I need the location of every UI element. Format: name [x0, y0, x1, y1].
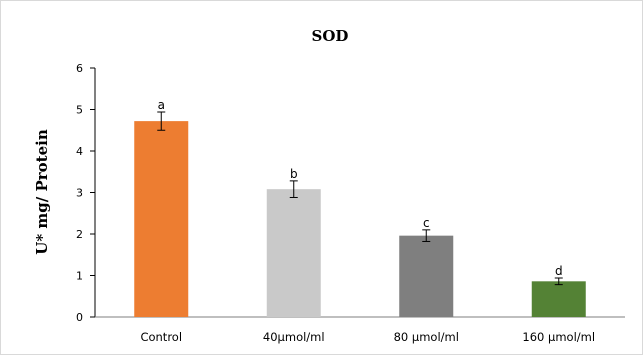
data-label: c: [423, 216, 430, 230]
x-tick-label: Control: [140, 330, 182, 344]
x-tick-label: 160 µmol/ml: [522, 330, 595, 344]
data-label: d: [555, 264, 563, 278]
y-tick-label: 3: [76, 187, 83, 200]
y-tick-label: 4: [76, 145, 83, 158]
data-label: a: [158, 98, 165, 112]
y-axis-label: U* mg/ Protein: [33, 129, 51, 255]
data-label: b: [290, 167, 298, 181]
y-tick-label: 1: [76, 270, 83, 283]
bar: [399, 235, 454, 317]
y-tick-label: 2: [76, 228, 83, 241]
chart-title: SOD: [312, 27, 349, 45]
x-tick-label: 40µmol/ml: [263, 330, 325, 344]
plot-area: 0 1 2 3 4 5 6 a Control b 40µmol/ml c 80 µmol/ml d 160…: [76, 62, 625, 344]
bar: [266, 189, 321, 317]
y-tick-label: 6: [76, 62, 83, 75]
y-tick-label: 5: [76, 104, 83, 117]
x-tick-label: 80 µmol/ml: [394, 330, 459, 344]
bar: [134, 121, 189, 318]
y-tick-label: 0: [76, 311, 83, 324]
bar: [531, 281, 586, 317]
